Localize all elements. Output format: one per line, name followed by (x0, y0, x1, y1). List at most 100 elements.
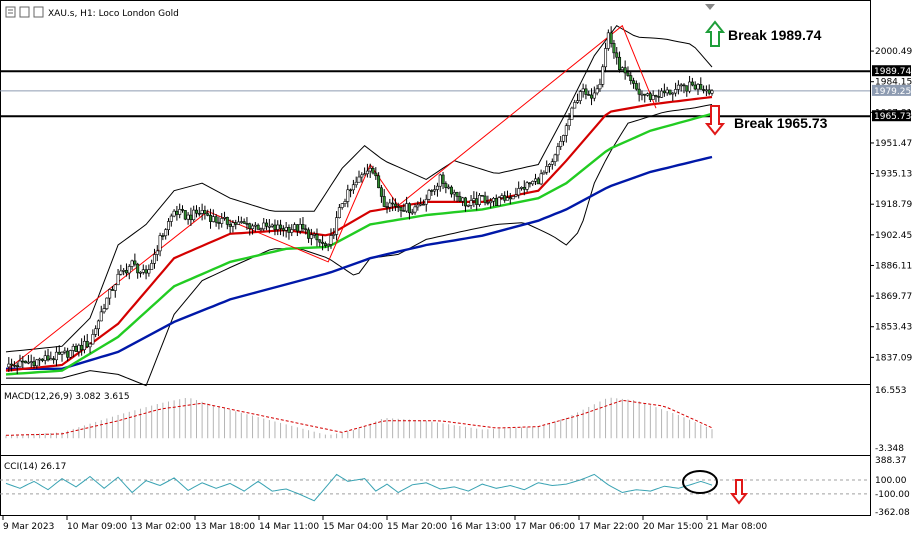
arrow-up-icon (704, 20, 726, 47)
candle (430, 189, 434, 196)
candle (676, 80, 680, 95)
price-tick-label: 1886.11 (875, 261, 912, 271)
candle (52, 356, 56, 364)
candle (606, 29, 610, 51)
candle (161, 232, 165, 241)
candle (265, 219, 269, 231)
candle (657, 89, 661, 102)
candle (68, 349, 72, 359)
candle (234, 219, 238, 230)
candle (528, 182, 532, 188)
candle (237, 216, 241, 225)
candle (183, 210, 187, 221)
time-tick-label: 20 Mar 15:00 (643, 522, 703, 532)
candle (587, 90, 591, 96)
candle (110, 286, 114, 291)
candle (710, 89, 714, 96)
grid-icon[interactable] (33, 6, 44, 18)
candle (452, 189, 456, 201)
candle (525, 181, 529, 193)
candle (385, 201, 389, 214)
chart-header: XAU.s, H1: Loco London Gold (5, 6, 179, 19)
time-tick-label: 15 Mar 04:00 (323, 522, 383, 532)
candle (702, 85, 706, 94)
ma-slow-line (6, 155, 713, 370)
candle (335, 211, 339, 241)
candle (7, 357, 11, 372)
candle (427, 188, 431, 201)
candle (391, 197, 395, 212)
candle (567, 113, 571, 131)
ma-mid-line (5, 112, 713, 376)
candle (71, 343, 75, 358)
macd-signal-line (5, 399, 713, 436)
candle (519, 186, 523, 191)
cci-arrow-down-icon (729, 479, 749, 505)
candle (35, 358, 39, 369)
candle (674, 82, 678, 97)
symbol-icon[interactable] (5, 6, 16, 18)
candle (660, 88, 664, 98)
price-label-resistance-bg (872, 65, 911, 77)
time-tick-label: 21 Mar 08:00 (707, 522, 767, 532)
candle (290, 224, 294, 237)
candle (550, 158, 554, 170)
chart-icon[interactable] (19, 6, 30, 18)
cci-line (5, 473, 713, 502)
candle (54, 346, 58, 367)
candle (486, 195, 490, 206)
candle (77, 343, 81, 357)
candle (298, 218, 302, 235)
candle (646, 92, 650, 97)
price-tick-label: 1853.43 (875, 323, 912, 333)
candle (497, 196, 501, 207)
macd-tick-label: 16.553 (875, 386, 907, 396)
candle (357, 170, 361, 183)
candle (489, 198, 493, 209)
candle (315, 228, 319, 247)
candle (136, 262, 140, 279)
candle (480, 194, 484, 197)
candle (570, 106, 574, 120)
candle (690, 77, 694, 87)
candle (693, 81, 697, 91)
candle (63, 347, 67, 355)
candle (632, 77, 636, 89)
cci-circle-highlight (682, 470, 718, 494)
candle (542, 170, 546, 175)
candle (192, 205, 196, 222)
candle (363, 167, 367, 176)
candle (343, 198, 347, 207)
candle (38, 357, 42, 366)
candle (152, 248, 156, 269)
break-down-label: Break 1965.73 (734, 115, 828, 131)
candle (276, 220, 280, 236)
candle (96, 319, 100, 337)
candle (559, 136, 563, 151)
candle (220, 213, 224, 228)
candle (662, 83, 666, 97)
candle (500, 193, 504, 201)
candle (346, 184, 350, 208)
candle (141, 264, 145, 275)
scroll-marker-icon[interactable] (705, 4, 715, 10)
price-label-resistance: 1989.74 (874, 67, 911, 77)
candle (329, 228, 333, 249)
candle (472, 191, 476, 208)
candle (21, 355, 25, 369)
time-tick-label: 13 Mar 18:00 (195, 522, 255, 532)
candle (598, 78, 602, 92)
candle (326, 243, 330, 252)
candle (469, 195, 473, 209)
cci-title: CCI(14) 26.17 (4, 462, 66, 472)
candle (615, 47, 619, 65)
break-down-annotation: Break 1965.73 (704, 105, 828, 136)
candle (573, 99, 577, 109)
time-tick-label: 16 Mar 13:00 (451, 522, 511, 532)
candle (494, 194, 498, 206)
candle (245, 217, 249, 230)
time-tick-label: 13 Mar 02:00 (131, 522, 191, 532)
candle (419, 197, 423, 207)
candle (256, 223, 260, 230)
time-tick-label: 17 Mar 06:00 (515, 522, 575, 532)
